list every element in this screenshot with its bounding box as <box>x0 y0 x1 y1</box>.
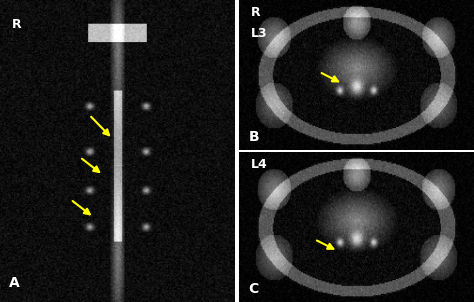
Text: L4: L4 <box>251 159 268 172</box>
Text: A: A <box>9 276 20 290</box>
Text: C: C <box>249 282 259 296</box>
Text: B: B <box>249 130 259 143</box>
Text: L3: L3 <box>251 27 268 40</box>
Text: R: R <box>251 6 261 19</box>
Text: R: R <box>12 18 21 31</box>
